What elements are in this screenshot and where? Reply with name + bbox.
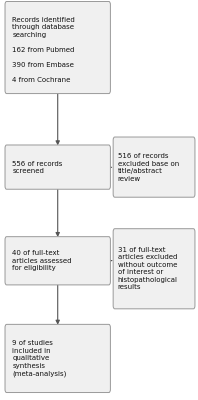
FancyBboxPatch shape: [5, 2, 110, 94]
Text: 9 of studies
included in
qualitative
synthesis
(meta-analysis): 9 of studies included in qualitative syn…: [12, 340, 67, 377]
FancyBboxPatch shape: [113, 229, 195, 309]
FancyBboxPatch shape: [113, 137, 195, 197]
Text: 40 of full-text
articles assessed
for eligibility: 40 of full-text articles assessed for el…: [12, 250, 72, 271]
Text: 516 of records
excluded base on
title/abstract
review: 516 of records excluded base on title/ab…: [118, 153, 179, 182]
FancyBboxPatch shape: [5, 145, 110, 189]
Text: 556 of records
screened: 556 of records screened: [12, 160, 63, 174]
FancyBboxPatch shape: [5, 324, 110, 392]
Text: 31 of full-text
articles excluded
without outcome
of interest or
histopathologic: 31 of full-text articles excluded withou…: [118, 247, 178, 290]
Text: Records identified
through database
searching

162 from Pubmed

390 from Embase
: Records identified through database sear…: [12, 17, 75, 83]
FancyBboxPatch shape: [5, 237, 110, 285]
